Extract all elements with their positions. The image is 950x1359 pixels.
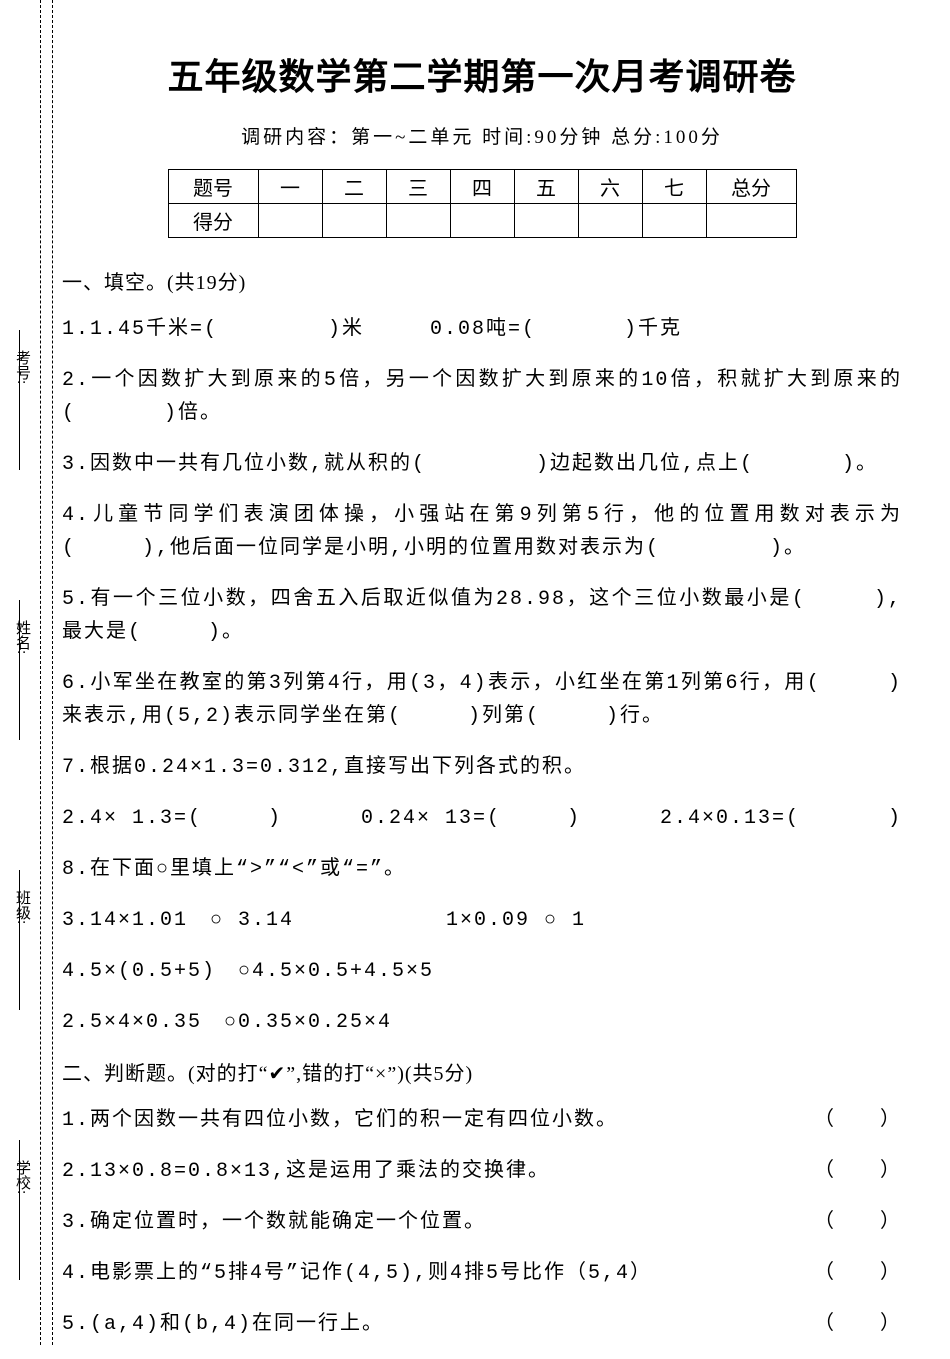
cell: 三 [386, 170, 450, 204]
cell: 得分 [168, 204, 258, 238]
cell: 总分 [706, 170, 796, 204]
q1-d: )千克 [624, 318, 682, 341]
q7-row: 2.4× 1.3=( ) 0.24× 13=( ) 2.4×0.13=( ) [62, 802, 902, 835]
binding-margin: 学校: 班级: 姓名: 考号: [0, 0, 55, 1345]
label-name: 姓名: [12, 620, 33, 654]
q3: 3.因数中一共有几位小数,就从积的( )边起数出几位,点上( )。 [62, 448, 902, 481]
tf-stem: 4.电影票上的“5排4号”记作(4,5),则4排5号比作（5,4） [62, 1257, 814, 1290]
cell [642, 204, 706, 238]
table-row: 题号 一 二 三 四 五 六 七 总分 [168, 170, 796, 204]
cell: 七 [642, 170, 706, 204]
q8-intro: 8.在下面○里填上“>”“<”或“=”。 [62, 853, 902, 886]
q8-r1b: 1×0.09 ○ 1 [446, 909, 586, 932]
cell: 五 [514, 170, 578, 204]
page-subtitle: 调研内容：第一~二单元 时间:90分钟 总分:100分 [62, 122, 902, 149]
tf-stem: 1.两个因数一共有四位小数，它们的积一定有四位小数。 [62, 1104, 814, 1137]
q1: 1.1.45千米=( )米 0.08吨=( )千克 [62, 313, 902, 346]
cell [578, 204, 642, 238]
q5: 5.有一个三位小数，四舍五入后取近似值为28.98，这个三位小数最小是( ),最… [62, 583, 902, 649]
tf-stem: 3.确定位置时，一个数就能确定一个位置。 [62, 1206, 814, 1239]
q1-c: 0.08吨=( [430, 318, 536, 341]
q8-row2: 4.5×(0.5+5) ○4.5×0.5+4.5×5 [62, 955, 902, 988]
cell [322, 204, 386, 238]
q1-b: )米 [328, 318, 364, 341]
cell [706, 204, 796, 238]
cell: 六 [578, 170, 642, 204]
tf-item: 5.(a,4)和(b,4)在同一行上。 （ ） [62, 1308, 902, 1341]
q7-b: 0.24× 13=( ) [361, 802, 581, 835]
q1-a: 1.1.45千米=( [62, 318, 218, 341]
tf-paren: （ ） [814, 1257, 902, 1290]
cell [386, 204, 450, 238]
q7-c: 2.4×0.13=( ) [660, 802, 902, 835]
tf-item: 1.两个因数一共有四位小数，它们的积一定有四位小数。 （ ） [62, 1104, 902, 1137]
section-2-heading: 二、判断题。(对的打“✔”,错的打“×”)(共5分) [62, 1057, 902, 1086]
cell: 四 [450, 170, 514, 204]
tf-paren: （ ） [814, 1206, 902, 1239]
q8-row1: 3.14×1.01 ○ 3.14 1×0.09 ○ 1 [62, 904, 902, 937]
q2: 2.一个因数扩大到原来的5倍，另一个因数扩大到原来的10倍，积就扩大到原来的( … [62, 364, 902, 430]
tf-paren: （ ） [814, 1104, 902, 1137]
tf-stem: 5.(a,4)和(b,4)在同一行上。 [62, 1308, 814, 1341]
tf-stem: 2.13×0.8=0.8×13,这是运用了乘法的交换律。 [62, 1155, 814, 1188]
label-id: 考号: [12, 350, 33, 384]
tf-item: 4.电影票上的“5排4号”记作(4,5),则4排5号比作（5,4） （ ） [62, 1257, 902, 1290]
page-title: 五年级数学第二学期第一次月考调研卷 [62, 48, 902, 100]
q4: 4.儿童节同学们表演团体操，小强站在第9列第5行，他的位置用数对表示为( ),他… [62, 499, 902, 565]
section-1-heading: 一、填空。(共19分) [62, 266, 902, 295]
q8-row3: 2.5×4×0.35 ○0.35×0.25×4 [62, 1006, 902, 1039]
q7-intro: 7.根据0.24×1.3=0.312,直接写出下列各式的积。 [62, 751, 902, 784]
cell [258, 204, 322, 238]
cell: 二 [322, 170, 386, 204]
q7-a: 2.4× 1.3=( ) [62, 802, 282, 835]
score-table: 题号 一 二 三 四 五 六 七 总分 得分 [168, 169, 797, 238]
tf-paren: （ ） [814, 1155, 902, 1188]
cell [514, 204, 578, 238]
cell [450, 204, 514, 238]
table-row: 得分 [168, 204, 796, 238]
tf-paren: （ ） [814, 1308, 902, 1341]
q6: 6.小军坐在教室的第3列第4行，用(3，4)表示，小红坐在第1列第6行，用( )… [62, 667, 902, 733]
label-school: 学校: [12, 1160, 33, 1194]
tf-item: 2.13×0.8=0.8×13,这是运用了乘法的交换律。 （ ） [62, 1155, 902, 1188]
tf-item: 3.确定位置时，一个数就能确定一个位置。 （ ） [62, 1206, 902, 1239]
label-class: 班级: [12, 890, 33, 924]
q8-r1a: 3.14×1.01 ○ 3.14 [62, 904, 432, 937]
cell: 一 [258, 170, 322, 204]
document-content: 五年级数学第二学期第一次月考调研卷 调研内容：第一~二单元 时间:90分钟 总分… [62, 48, 902, 1359]
cell: 题号 [168, 170, 258, 204]
